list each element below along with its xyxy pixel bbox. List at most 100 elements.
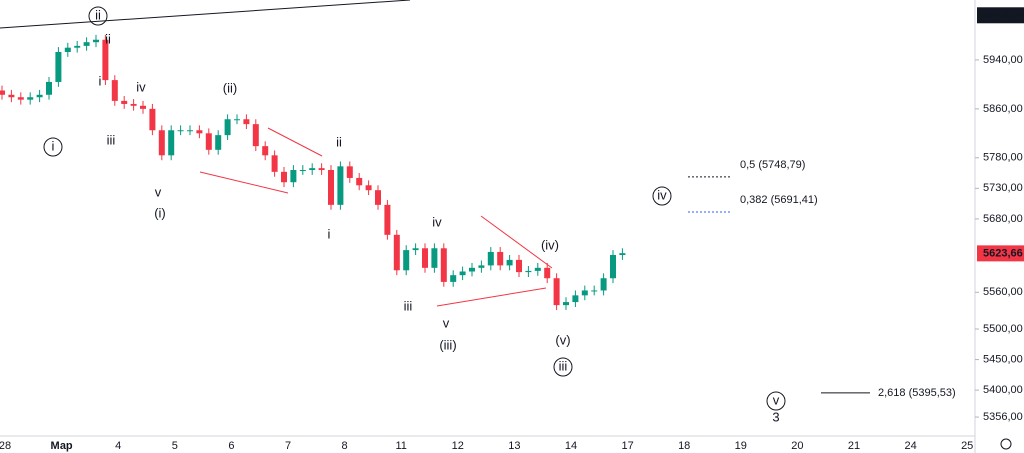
candle-body bbox=[365, 185, 372, 191]
candle-body bbox=[224, 119, 231, 136]
candle-body bbox=[469, 267, 475, 272]
y-tick-label: 5450,00 bbox=[983, 353, 1023, 365]
candle-body bbox=[55, 51, 62, 82]
candle-body bbox=[102, 39, 109, 81]
candle-body bbox=[243, 119, 250, 125]
fib-label: 2,618 (5395,53) bbox=[878, 387, 956, 399]
wave-circle bbox=[652, 186, 672, 206]
candle-body bbox=[497, 251, 504, 266]
candle-body bbox=[168, 130, 175, 156]
wave-label: (iv) bbox=[541, 237, 559, 252]
candle-body bbox=[591, 290, 598, 292]
fib-label: 0,5 (5748,79) bbox=[740, 159, 805, 171]
y-tick-label: 5860,00 bbox=[983, 103, 1023, 115]
wave-label: (iii) bbox=[439, 337, 456, 352]
x-tick-label: 14 bbox=[565, 440, 577, 452]
x-tick-label: 6 bbox=[228, 440, 234, 452]
y-tick-label: 5680,00 bbox=[983, 213, 1023, 225]
price-marker bbox=[977, 7, 1024, 24]
candle-body bbox=[393, 234, 400, 271]
x-tick-label: 4 bbox=[115, 440, 121, 452]
x-tick-label: 7 bbox=[285, 440, 291, 452]
x-tick-label: 11 bbox=[395, 440, 406, 452]
wave-label: ii bbox=[105, 31, 111, 46]
wave-label: iv bbox=[657, 187, 667, 202]
candle-body bbox=[252, 124, 259, 147]
y-tick-label: 5730,00 bbox=[983, 182, 1023, 194]
wedge-line bbox=[267, 127, 323, 157]
wave-label: (ii) bbox=[223, 80, 237, 95]
candle-body bbox=[64, 47, 71, 52]
wave-label: ii bbox=[336, 134, 342, 149]
candle-body bbox=[356, 177, 363, 186]
candle-body bbox=[36, 94, 43, 98]
candle-body bbox=[187, 130, 193, 132]
candle-body bbox=[619, 253, 626, 255]
candle-body bbox=[431, 248, 438, 268]
candle-body bbox=[506, 259, 513, 266]
candle-body bbox=[46, 81, 52, 95]
candle-body bbox=[572, 295, 579, 303]
wave-circle bbox=[43, 137, 63, 157]
candle-body bbox=[196, 130, 203, 134]
wedge-line bbox=[480, 215, 553, 269]
wave-label: iv bbox=[432, 214, 442, 229]
y-tick-label: 5356,00 bbox=[983, 411, 1023, 423]
candle-body bbox=[17, 97, 24, 100]
candle-body bbox=[234, 119, 240, 121]
candle-body bbox=[299, 169, 306, 171]
candle-body bbox=[328, 169, 334, 205]
y-tick-label: 5500,00 bbox=[983, 323, 1023, 335]
x-tick-label: 17 bbox=[621, 440, 633, 452]
candle-body bbox=[553, 278, 560, 306]
trend-line bbox=[0, 0, 411, 29]
x-tick-label: 20 bbox=[791, 440, 803, 452]
wave-label: v bbox=[155, 184, 162, 199]
wedge-line bbox=[199, 171, 289, 194]
candle-body bbox=[544, 267, 551, 279]
candle-body bbox=[111, 80, 118, 101]
y-tick-label: 5780,00 bbox=[983, 152, 1023, 164]
candle-body bbox=[610, 254, 616, 279]
candle-body bbox=[384, 204, 391, 235]
price-marker-label: 6013,00 bbox=[983, 9, 1023, 21]
wave-circle bbox=[766, 391, 786, 411]
candle-body bbox=[478, 265, 485, 268]
candle-body bbox=[149, 108, 156, 131]
candle-body bbox=[440, 248, 447, 282]
fib-label: 0,382 (5691,41) bbox=[740, 194, 818, 206]
wave-label: 3 bbox=[772, 409, 779, 424]
y-tick-label: 5940,00 bbox=[983, 54, 1023, 66]
candle-body bbox=[534, 267, 541, 271]
settings-icon[interactable] bbox=[1000, 438, 1012, 450]
candle-body bbox=[205, 133, 212, 150]
candle-body bbox=[563, 302, 569, 306]
wedge-line bbox=[436, 287, 547, 307]
x-tick-label: 8 bbox=[342, 440, 348, 452]
wave-label: iii bbox=[107, 132, 116, 147]
candle-body bbox=[27, 97, 34, 100]
wave-label: v bbox=[443, 315, 450, 330]
wave-label: v bbox=[773, 392, 780, 407]
candle-body bbox=[450, 275, 457, 282]
candle-body bbox=[459, 271, 466, 276]
candle-body bbox=[0, 90, 5, 95]
candle-body bbox=[290, 169, 297, 183]
candle-body bbox=[93, 39, 99, 43]
candle-body bbox=[600, 278, 607, 291]
wave-circle bbox=[88, 6, 108, 26]
candle-body bbox=[581, 290, 588, 296]
wave-label: i bbox=[99, 73, 102, 88]
wave-label: i bbox=[52, 138, 55, 153]
candle-body bbox=[318, 168, 325, 170]
x-tick-label: 12 bbox=[452, 440, 464, 452]
price-marker bbox=[977, 245, 1024, 262]
candle-body bbox=[487, 251, 494, 266]
candle-body bbox=[83, 42, 90, 46]
x-tick-label: Мар bbox=[51, 440, 73, 452]
x-tick-label: 5 bbox=[172, 440, 178, 452]
x-tick-label: 28 bbox=[0, 440, 11, 452]
candle-body bbox=[262, 146, 269, 156]
